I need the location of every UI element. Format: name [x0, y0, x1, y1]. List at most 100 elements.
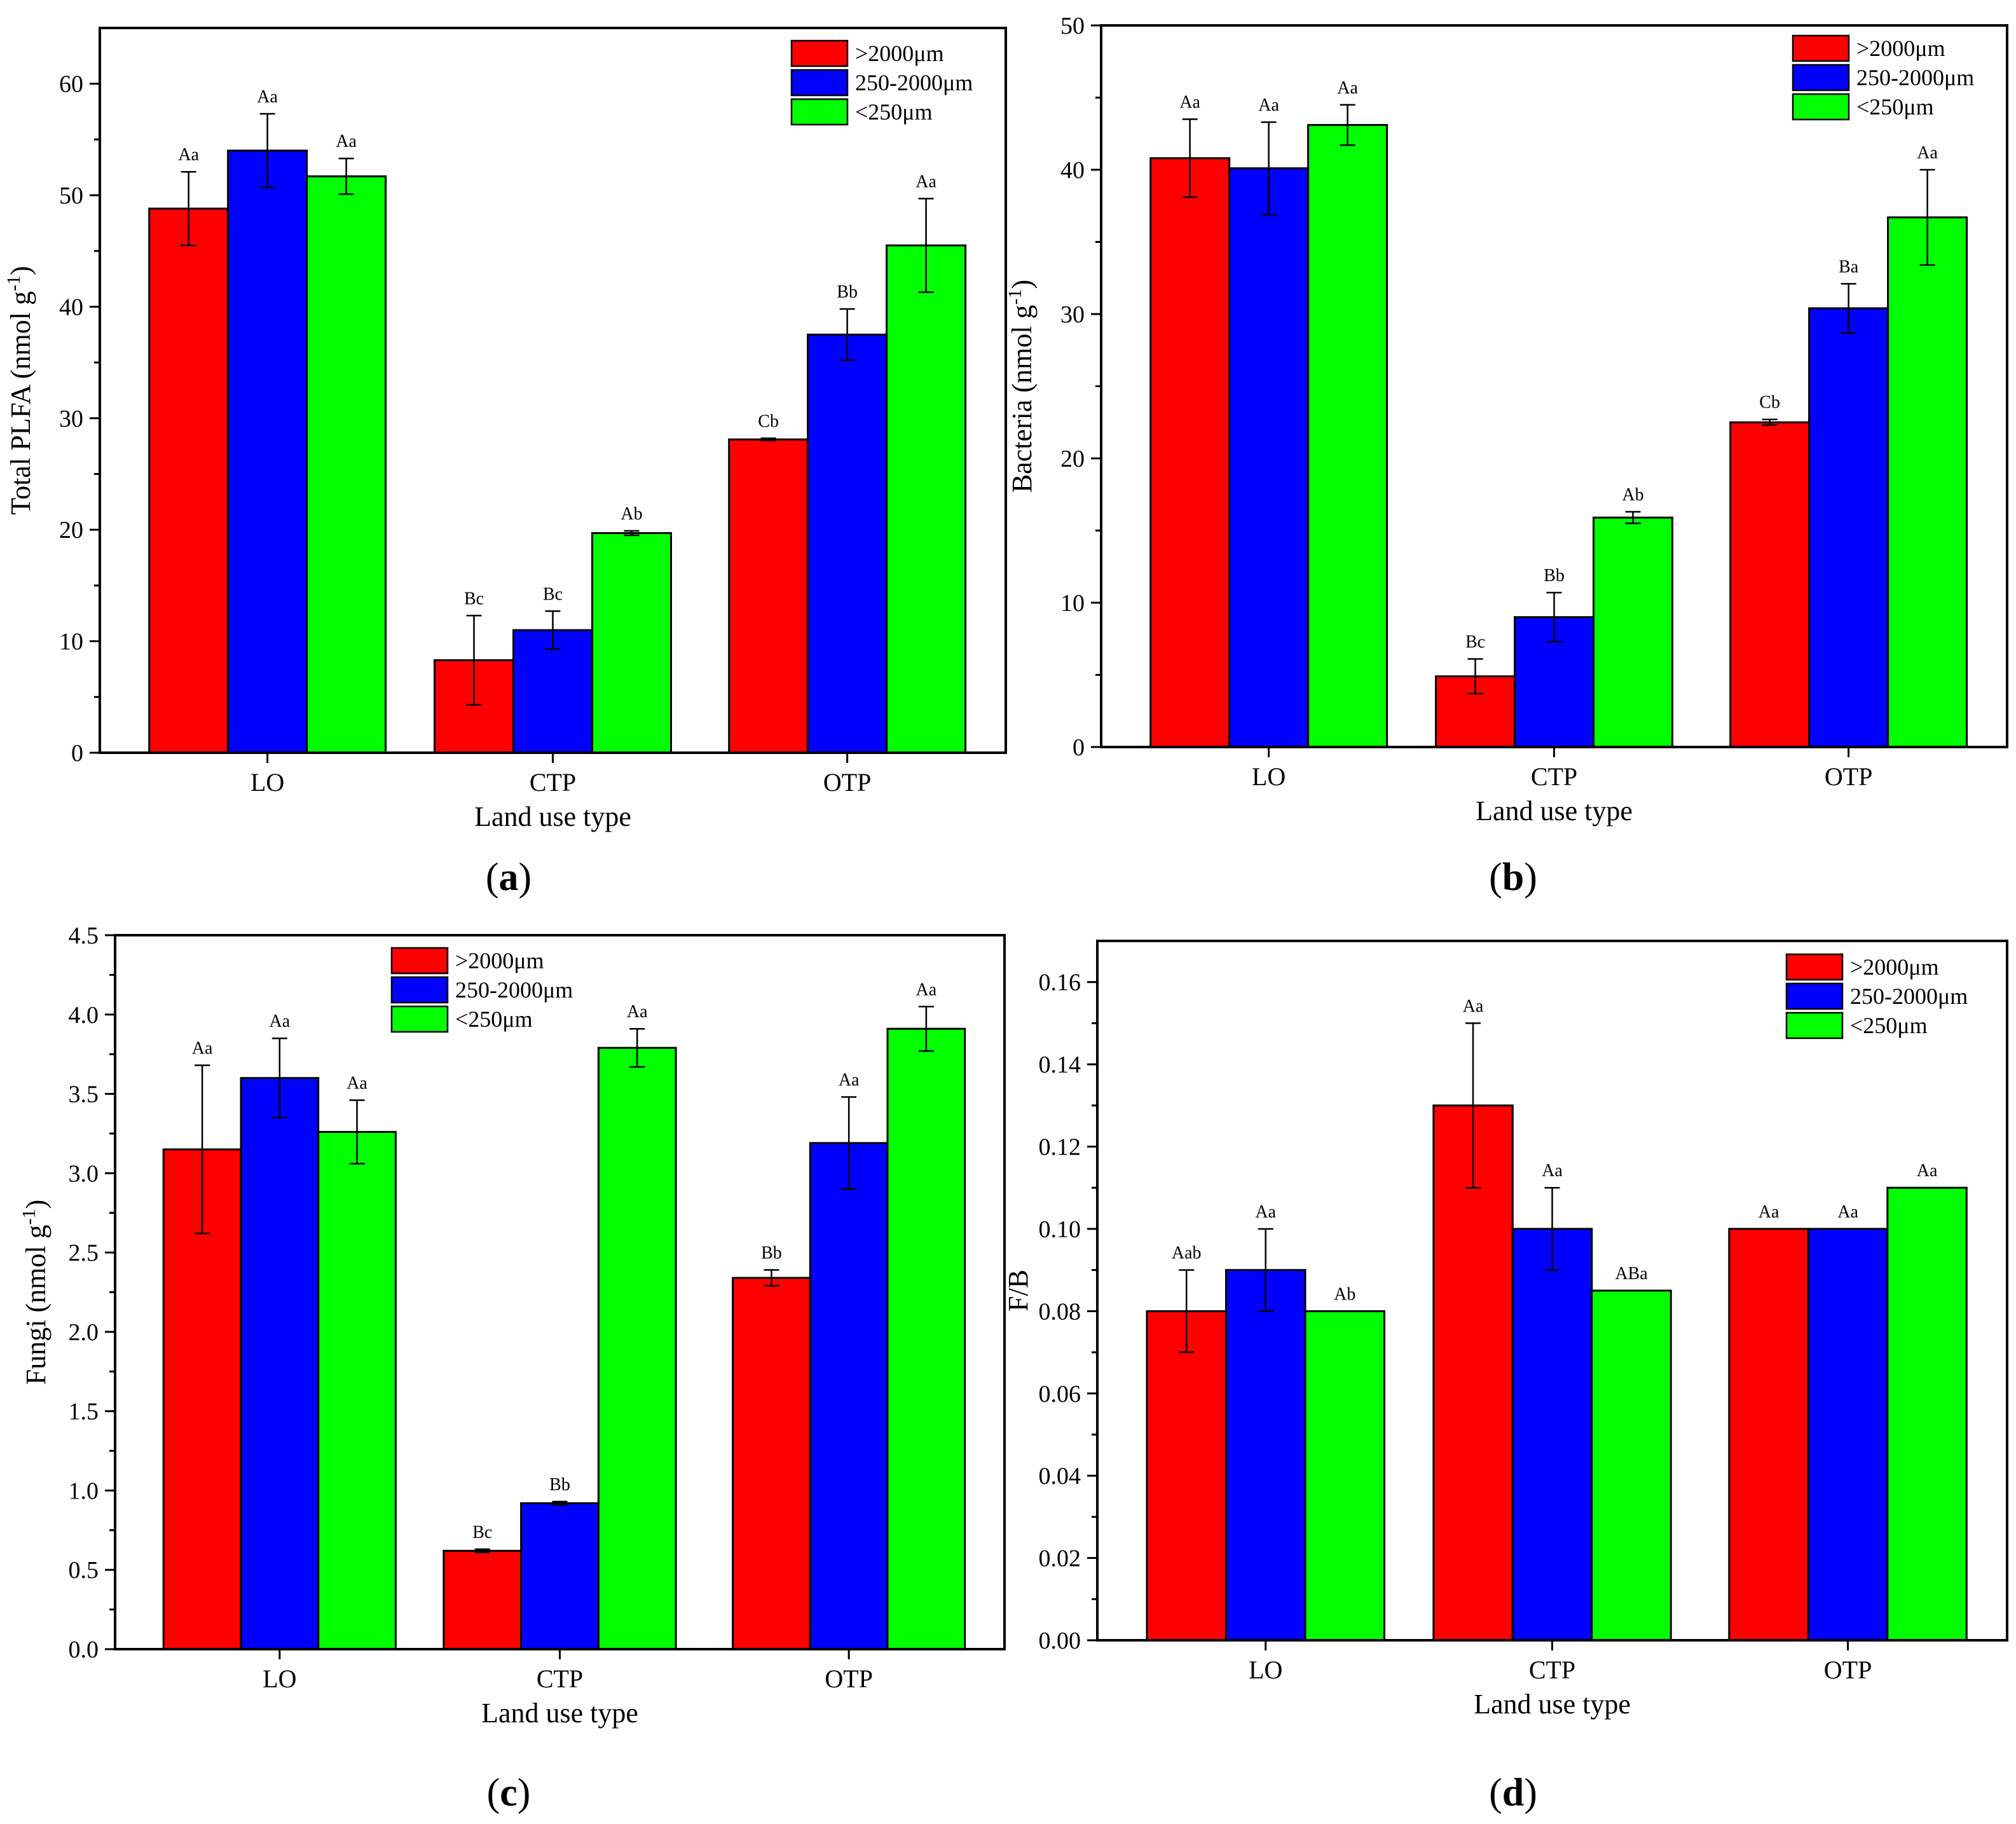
x-axis-label: Land use type: [1476, 795, 1633, 826]
legend-swatch: [390, 947, 449, 975]
significance-label: Aa: [1463, 996, 1484, 1016]
y-tick-label: 3.0: [69, 1160, 99, 1187]
panel-caption-letter: c: [500, 1771, 518, 1814]
y-axis-label-superscript: -1: [1005, 289, 1025, 305]
legend-label: >2000μm: [1856, 36, 1945, 61]
significance-label: Aa: [1337, 78, 1358, 98]
bar: [597, 1046, 677, 1650]
x-category-label: CTP: [530, 768, 576, 797]
legend-label: <250μm: [1850, 1013, 1928, 1038]
bar: [1808, 307, 1889, 748]
bar: [1228, 167, 1310, 748]
significance-label: Bb: [761, 1244, 782, 1263]
significance-label: Ab: [1622, 485, 1643, 505]
bar: [442, 1549, 523, 1650]
y-axis-label-end: ): [5, 266, 36, 275]
significance-label: Bc: [1465, 633, 1485, 652]
legend-label: >2000μm: [855, 41, 944, 66]
y-axis-label-main: Bacteria (nmol g: [1006, 305, 1038, 493]
significance-label: Aa: [192, 1039, 213, 1059]
bar: [886, 244, 967, 754]
y-tick-label: 4.0: [69, 1002, 99, 1029]
x-category-label: CTP: [1531, 762, 1577, 791]
bar: [1307, 124, 1389, 748]
bar: [1304, 1310, 1385, 1642]
y-tick-label: 10: [59, 629, 83, 655]
significance-label: Aa: [1917, 1161, 1938, 1181]
legend-label: <250μm: [855, 99, 933, 125]
y-axis-label: Fungi (nmol g-1): [18, 1200, 51, 1385]
legend-label: 250-2000μm: [855, 70, 973, 95]
y-tick-label: 1.5: [69, 1399, 99, 1425]
legend-label: >2000μm: [1850, 954, 1939, 980]
panel-caption-paren: (: [486, 856, 499, 899]
y-tick-label: 60: [59, 71, 83, 98]
significance-label: Aa: [1837, 1202, 1858, 1222]
significance-label: Aa: [839, 1071, 860, 1090]
significance-label: Ab: [1334, 1284, 1355, 1304]
legend-label: 250-2000μm: [1850, 984, 1968, 1009]
y-tick-label: 0.00: [1039, 1628, 1081, 1654]
y-tick-label: 0.04: [1039, 1463, 1081, 1490]
y-axis-label: Bacteria (nmol g-1): [1005, 280, 1038, 493]
y-tick-label: 20: [1060, 446, 1085, 472]
x-category-label: CTP: [537, 1664, 583, 1693]
y-tick-label: 0.08: [1039, 1298, 1081, 1325]
y-tick-label: 2.0: [69, 1319, 99, 1346]
legend-swatch: [790, 39, 849, 67]
bar: [1807, 1228, 1889, 1642]
legend-label: 250-2000μm: [455, 977, 573, 1003]
bar: [317, 1130, 397, 1650]
significance-label: Ba: [1839, 257, 1859, 277]
x-category-label: OTP: [823, 768, 872, 797]
legend-swatch: [1785, 953, 1844, 981]
y-tick-label: 30: [1060, 301, 1085, 328]
significance-label: Aa: [1255, 1202, 1276, 1222]
significance-label: Cb: [1759, 393, 1780, 413]
x-axis-label: Land use type: [474, 801, 631, 832]
y-tick-label: 50: [59, 182, 83, 209]
significance-label: Aa: [1917, 143, 1938, 163]
legend-swatch: [1785, 982, 1844, 1010]
significance-label: Aa: [1542, 1161, 1563, 1181]
bar: [1729, 421, 1811, 748]
legend-swatch: [1792, 64, 1850, 92]
y-tick-label: 10: [1060, 590, 1085, 617]
significance-label: Bc: [472, 1523, 492, 1542]
panel-b: Aa Bc Cb Aa Bb Ba Aa Ab Aa 0 10 20 30 40 50 LO CTP OTP Lan…: [1005, 13, 2008, 899]
legend-swatch: [1785, 1011, 1844, 1039]
y-axis-label-main: Fungi (nmol g: [20, 1224, 51, 1385]
y-tick-label: 0.02: [1039, 1546, 1081, 1572]
bar: [148, 207, 230, 754]
significance-label: Bc: [464, 589, 484, 608]
x-category-label: OTP: [1825, 762, 1873, 791]
legend-label: <250μm: [455, 1006, 533, 1032]
bar: [1514, 616, 1594, 748]
legend-swatch: [390, 976, 449, 1004]
significance-label: Ab: [621, 504, 642, 524]
panel-caption-letter: d: [1502, 1771, 1524, 1814]
panel-caption: (a): [486, 856, 531, 899]
x-category-label: LO: [1249, 1656, 1282, 1684]
significance-label: Aa: [1179, 93, 1200, 113]
panel-caption: (d): [1489, 1771, 1537, 1814]
x-category-label: CTP: [1529, 1656, 1575, 1684]
bar: [886, 1027, 966, 1650]
panel-caption-paren: ): [1524, 1771, 1537, 1814]
significance-label: Aa: [178, 145, 199, 165]
y-tick-label: 2.5: [69, 1240, 99, 1266]
y-tick-label: 0.5: [69, 1557, 99, 1584]
legend-swatch: [1792, 93, 1850, 121]
y-tick-label: 40: [59, 294, 83, 320]
bar: [227, 149, 308, 754]
y-tick-label: 40: [1060, 157, 1085, 184]
y-tick-label: 3.5: [69, 1081, 99, 1108]
significance-label: Bb: [837, 282, 858, 302]
legend-label: 250-2000μm: [1856, 65, 1974, 90]
panel-caption-paren: ): [518, 1771, 531, 1814]
panel-caption: (b): [1489, 856, 1537, 899]
panel-c: Aa Bc Bb Aa Bb Aa Aa Aa Aa 0.0 0.5 1.0 1.5 2.0 2.5 3.0 3…: [18, 922, 1006, 1814]
significance-label: Bc: [543, 584, 563, 604]
panel-caption-paren: ): [1524, 856, 1537, 899]
bar: [306, 175, 387, 754]
